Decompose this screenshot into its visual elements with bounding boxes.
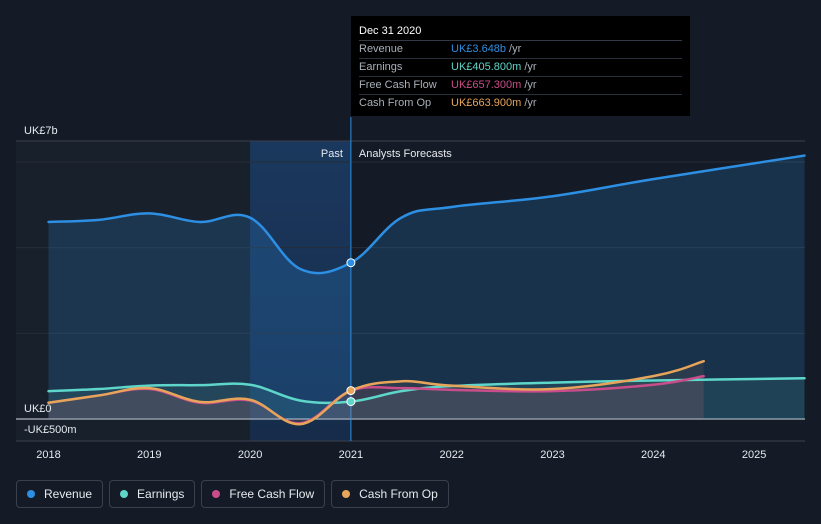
highlight-band — [250, 141, 351, 441]
tooltip-unit: /yr — [524, 79, 537, 91]
marker-revenue — [346, 258, 356, 268]
x-tick-label: 2025 — [742, 449, 766, 461]
y-axis-min-label: -UK£500m — [24, 424, 77, 436]
tooltip-value: UK£663.900m — [451, 97, 522, 109]
tooltip-unit: /yr — [524, 61, 537, 73]
chart-labels: UK£7b UK£0 -UK£500m Past Analysts Forecasts 2… — [24, 125, 766, 461]
tooltip-label: Free Cash Flow — [359, 79, 437, 91]
legend-label: Cash From Op — [359, 487, 438, 501]
x-tick-label: 2019 — [137, 449, 161, 461]
area-free-cash-flow — [48, 376, 704, 424]
x-tick-label: 2022 — [439, 449, 463, 461]
marker-earnings — [346, 397, 356, 407]
chart-canvas: UK£7b UK£0 -UK£500m Past Analysts Forecasts 2… — [16, 117, 806, 461]
legend-label: Earnings — [137, 487, 185, 501]
tooltip-label: Cash From Op — [359, 97, 432, 109]
y-axis-max-label: UK£7b — [24, 125, 58, 137]
legend-label: Free Cash Flow — [229, 487, 315, 501]
legend-dot-icon — [342, 490, 351, 498]
legend-dot-icon — [120, 490, 129, 498]
marker-cash-from-op — [346, 386, 356, 396]
tooltip-unit: /yr — [524, 97, 537, 109]
x-tick-label: 2023 — [540, 449, 564, 461]
legend: Revenue Earnings Free Cash Flow Cash Fro… — [16, 480, 449, 510]
tooltip-row-revenue: Revenue UK£3.648b /yr — [359, 41, 682, 59]
tooltip-value: UK£657.300m — [451, 79, 522, 91]
legend-dot-icon — [27, 490, 35, 498]
legend-dot-icon — [212, 490, 221, 498]
x-tick-label: 2018 — [36, 449, 60, 461]
past-label: Past — [321, 148, 343, 160]
tooltip-row-earnings: Earnings UK£405.800m /yr — [359, 59, 682, 77]
tooltip-row-free-cash-flow: Free Cash Flow UK£657.300m /yr — [359, 77, 682, 95]
line-cash-from-op — [47, 359, 705, 426]
chart-areas — [48, 155, 805, 425]
tooltip: Dec 31 2020 Revenue UK£3.648b /yr Earnin… — [351, 16, 690, 116]
tooltip-value: UK£3.648b — [451, 43, 507, 55]
chart-markers — [346, 258, 356, 407]
tooltip-unit: /yr — [509, 43, 522, 55]
tooltip-label: Earnings — [359, 61, 403, 73]
legend-item-revenue[interactable]: Revenue — [16, 480, 104, 508]
y-axis-zero-label: UK£0 — [24, 403, 52, 415]
forecast-label: Analysts Forecasts — [359, 148, 452, 160]
tooltip-row-cash-from-op: Cash From Op UK£663.900m /yr — [359, 95, 682, 112]
legend-item-cash-from-op[interactable]: Cash From Op — [331, 480, 449, 508]
area-cash-from-op — [48, 361, 704, 425]
tooltip-date: Dec 31 2020 — [359, 22, 682, 41]
legend-label: Revenue — [44, 487, 93, 501]
tooltip-label: Revenue — [359, 43, 404, 55]
area-revenue — [48, 155, 805, 419]
x-tick-label: 2021 — [339, 449, 363, 461]
x-tick-label: 2024 — [641, 449, 665, 461]
tooltip-value: UK£405.800m — [451, 61, 522, 73]
x-tick-label: 2020 — [238, 449, 262, 461]
legend-item-earnings[interactable]: Earnings — [109, 480, 196, 508]
legend-item-free-cash-flow[interactable]: Free Cash Flow — [201, 480, 326, 508]
